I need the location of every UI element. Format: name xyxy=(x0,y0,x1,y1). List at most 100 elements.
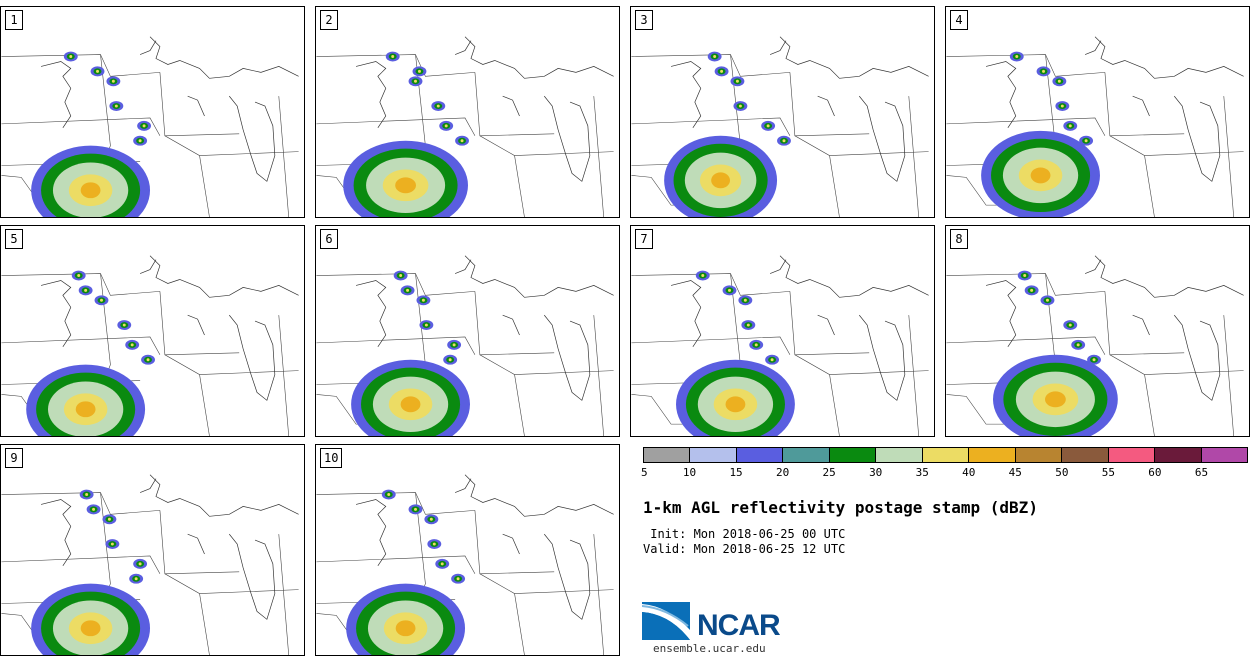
reflectivity-cell xyxy=(75,401,96,418)
reflectivity-cell xyxy=(728,288,731,292)
reflectivity-cell xyxy=(406,288,410,292)
reflectivity-cell xyxy=(130,343,134,347)
colorbar-swatch xyxy=(644,448,691,462)
stamp-panel-10: 10 xyxy=(315,444,620,656)
colorbar-tick-label: 40 xyxy=(962,466,976,479)
reflectivity-cell xyxy=(1057,79,1061,83)
reflectivity-cell xyxy=(456,577,460,581)
reflectivity-cell xyxy=(725,396,746,413)
reflectivity-cell xyxy=(96,69,100,73)
reflectivity-cell xyxy=(1076,343,1080,347)
reflectivity-cell xyxy=(114,104,118,108)
reflectivity-cell xyxy=(414,79,417,83)
reflectivity-map xyxy=(946,255,1244,436)
reflectivity-cell xyxy=(85,493,89,497)
reflectivity-map xyxy=(316,474,614,655)
panel-number: 5 xyxy=(5,229,23,249)
reflectivity-map xyxy=(946,36,1244,217)
panel-number: 6 xyxy=(320,229,338,249)
stamp-panel-9: 9 xyxy=(0,444,305,656)
reflectivity-cell xyxy=(1042,69,1045,73)
colorbar-swatch xyxy=(829,448,877,462)
valid-time: Valid: Mon 2018-06-25 12 UTC xyxy=(643,542,846,556)
panel-number: 10 xyxy=(320,448,343,468)
panel-number: 1 xyxy=(5,10,23,30)
reflectivity-cell xyxy=(421,298,425,302)
reflectivity-cell xyxy=(414,507,417,511)
reflectivity-cell xyxy=(395,177,416,194)
reflectivity-cell xyxy=(766,124,770,128)
reflectivity-cell xyxy=(142,124,146,128)
stamp-panel-5: 5 xyxy=(0,225,305,437)
colorbar-tick-label: 60 xyxy=(1148,466,1162,479)
reflectivity-cell xyxy=(1045,391,1066,408)
reflectivity-map xyxy=(631,36,929,217)
colorbar-tick-label: 20 xyxy=(775,466,790,479)
logo-wordmark: NCAR xyxy=(697,609,781,642)
colorbar-swatch xyxy=(969,448,1016,462)
reflectivity-cell xyxy=(138,562,142,566)
colorbar-tick-label: 25 xyxy=(822,466,836,479)
stamp-panel-3: 3 xyxy=(630,6,935,218)
colorbar-tick-label: 15 xyxy=(729,466,743,479)
stamp-panel-4: 4 xyxy=(945,6,1250,218)
reflectivity-cell xyxy=(444,124,448,128)
colorbar-swatch xyxy=(1201,448,1248,462)
reflectivity-cell xyxy=(429,517,433,521)
reflectivity-cell xyxy=(400,396,421,413)
colorbar xyxy=(643,447,1248,463)
reflectivity-cell xyxy=(1060,104,1064,108)
reflectivity-cell xyxy=(1084,139,1088,143)
reflectivity-cell xyxy=(1045,298,1049,302)
colorbar-swatch xyxy=(1108,448,1156,462)
reflectivity-cell xyxy=(1030,288,1034,292)
reflectivity-cell xyxy=(440,562,444,566)
reflectivity-cell xyxy=(138,139,142,143)
reflectivity-cell xyxy=(84,288,88,292)
reflectivity-cell xyxy=(80,182,101,199)
reflectivity-cell xyxy=(770,358,774,362)
reflectivity-cell xyxy=(701,274,705,278)
reflectivity-cell xyxy=(711,172,730,189)
reflectivity-map xyxy=(316,255,614,436)
reflectivity-cell xyxy=(1092,358,1096,362)
colorbar-swatch xyxy=(1155,448,1202,462)
reflectivity-cell xyxy=(399,274,403,278)
reflectivity-cell xyxy=(69,55,73,59)
init-time: Init: Mon 2018-06-25 00 UTC xyxy=(643,527,846,541)
reflectivity-cell xyxy=(417,69,421,73)
reflectivity-cell xyxy=(738,104,742,108)
reflectivity-cell xyxy=(424,323,428,327)
reflectivity-cell xyxy=(746,323,750,327)
colorbar-labels: 5 10 15 20 25 30 35 40 45 50 55 60 65 xyxy=(641,466,1248,480)
reflectivity-cell xyxy=(100,298,103,302)
reflectivity-cell xyxy=(1023,274,1027,278)
reflectivity-cell xyxy=(735,79,739,83)
panel-number: 4 xyxy=(950,10,968,30)
reflectivity-cell xyxy=(754,343,758,347)
reflectivity-cell xyxy=(1015,55,1019,59)
reflectivity-cell xyxy=(1068,323,1072,327)
stamp-panel-7: 7 xyxy=(630,225,935,437)
panel-number: 3 xyxy=(635,10,653,30)
stamp-panel-8: 8 xyxy=(945,225,1250,437)
colorbar-tick-label: 30 xyxy=(869,466,883,479)
stamp-panel-6: 6 xyxy=(315,225,620,437)
reflectivity-cell xyxy=(782,139,786,143)
reflectivity-cell xyxy=(146,358,150,362)
reflectivity-cell xyxy=(452,343,456,347)
reflectivity-cell xyxy=(448,358,452,362)
reflectivity-cell xyxy=(1030,167,1051,184)
reflectivity-cell xyxy=(122,323,126,327)
colorbar-swatch xyxy=(690,448,737,462)
logo-url: ensemble.ucar.edu xyxy=(653,642,766,655)
reflectivity-cell xyxy=(1068,124,1072,128)
colorbar-tick-label: 45 xyxy=(1008,466,1022,479)
reflectivity-cell xyxy=(743,298,747,302)
ncar-logo-icon xyxy=(642,602,690,640)
reflectivity-map xyxy=(631,255,929,436)
reflectivity-cell xyxy=(77,274,81,278)
panel-number: 9 xyxy=(5,448,23,468)
panel-number: 2 xyxy=(320,10,338,30)
colorbar-tick-label: 10 xyxy=(682,466,697,479)
